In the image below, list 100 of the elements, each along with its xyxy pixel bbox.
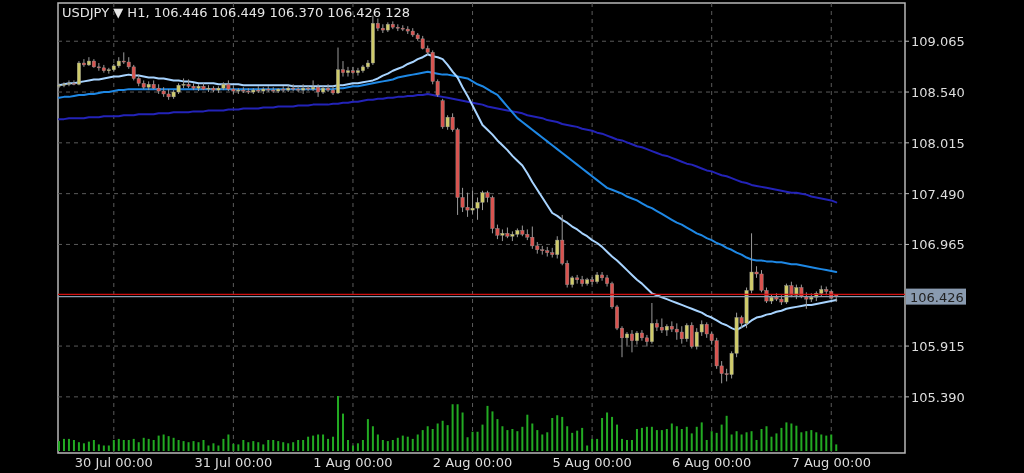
- bar: [536, 430, 539, 451]
- bar: [581, 427, 584, 451]
- bar: [745, 432, 748, 451]
- bar: [606, 412, 609, 451]
- bar: [541, 434, 544, 451]
- bar: [242, 440, 245, 451]
- bar: [785, 422, 788, 451]
- bar: [800, 432, 803, 451]
- bar: [551, 418, 554, 451]
- bar: [471, 431, 474, 451]
- bar: [406, 436, 409, 451]
- bar: [660, 430, 663, 451]
- bar: [92, 440, 95, 451]
- bar: [77, 442, 80, 451]
- bar: [102, 445, 105, 451]
- bar: [67, 438, 70, 451]
- bar: [436, 423, 439, 451]
- bar: [690, 433, 693, 451]
- bar: [561, 416, 564, 451]
- bar: [680, 429, 683, 451]
- bar: [566, 426, 569, 451]
- bar: [526, 414, 529, 451]
- bar: [715, 432, 718, 451]
- y-tick-label: 106.965: [911, 237, 965, 253]
- bar: [307, 436, 310, 451]
- bar: [446, 425, 449, 451]
- bar: [107, 445, 110, 451]
- bar: [167, 436, 170, 451]
- bar: [137, 442, 140, 451]
- bar: [725, 415, 728, 451]
- bar: [416, 434, 419, 451]
- bar: [501, 426, 504, 451]
- bar: [396, 437, 399, 451]
- bar: [361, 440, 364, 451]
- bar: [142, 437, 145, 451]
- bar: [376, 434, 379, 451]
- bar: [327, 438, 330, 451]
- bar: [112, 440, 115, 451]
- bar: [366, 419, 369, 451]
- bar: [670, 423, 673, 451]
- bar: [207, 445, 210, 451]
- bar: [675, 426, 678, 451]
- bar: [571, 432, 574, 451]
- bar: [257, 442, 260, 451]
- bar: [247, 442, 250, 451]
- bar: [267, 440, 270, 451]
- bar: [346, 440, 349, 451]
- bar: [645, 426, 648, 451]
- bar: [87, 441, 90, 451]
- bar: [381, 440, 384, 451]
- bar: [556, 415, 559, 451]
- bar: [705, 440, 708, 451]
- bar: [152, 440, 155, 451]
- bar: [122, 440, 125, 451]
- bar: [157, 435, 160, 451]
- bar: [212, 443, 215, 451]
- ref-line-label: 106.426: [910, 289, 964, 305]
- y-tick-label: 105.915: [911, 339, 965, 355]
- bar: [426, 426, 429, 451]
- y-tick-label: 107.490: [911, 186, 965, 202]
- bar: [232, 443, 235, 451]
- bar: [147, 438, 150, 451]
- bar: [466, 437, 469, 451]
- bar: [117, 438, 120, 451]
- x-tick-label: 5 Aug 00:00: [552, 455, 632, 470]
- bar: [72, 440, 75, 451]
- bar: [616, 424, 619, 451]
- bar: [411, 438, 414, 451]
- bar: [371, 426, 374, 451]
- bar: [252, 441, 255, 451]
- bar: [621, 438, 624, 451]
- bar: [262, 444, 265, 451]
- bar: [735, 431, 738, 451]
- bar: [202, 440, 205, 451]
- y-tick-label: 108.540: [911, 85, 965, 101]
- bar: [431, 429, 434, 451]
- bar: [770, 436, 773, 451]
- bar: [760, 429, 763, 451]
- line-series: [58, 70, 838, 274]
- bar: [317, 434, 320, 451]
- x-tick-label: 1 Aug 00:00: [313, 455, 393, 470]
- x-tick-label: 30 Jul 00:00: [74, 455, 153, 470]
- bar: [337, 396, 340, 451]
- bar: [476, 431, 479, 451]
- bar: [531, 423, 534, 451]
- bar: [780, 427, 783, 451]
- bar: [655, 430, 658, 451]
- bar: [391, 440, 394, 451]
- bar: [82, 443, 85, 451]
- bar: [635, 429, 638, 451]
- bar: [835, 444, 838, 451]
- bar: [461, 412, 464, 451]
- bar: [596, 438, 599, 451]
- bar: [217, 445, 220, 451]
- bar: [441, 420, 444, 451]
- bar: [172, 437, 175, 451]
- bar: [750, 431, 753, 451]
- bar: [341, 413, 344, 451]
- bar: [695, 426, 698, 451]
- bar: [292, 442, 295, 451]
